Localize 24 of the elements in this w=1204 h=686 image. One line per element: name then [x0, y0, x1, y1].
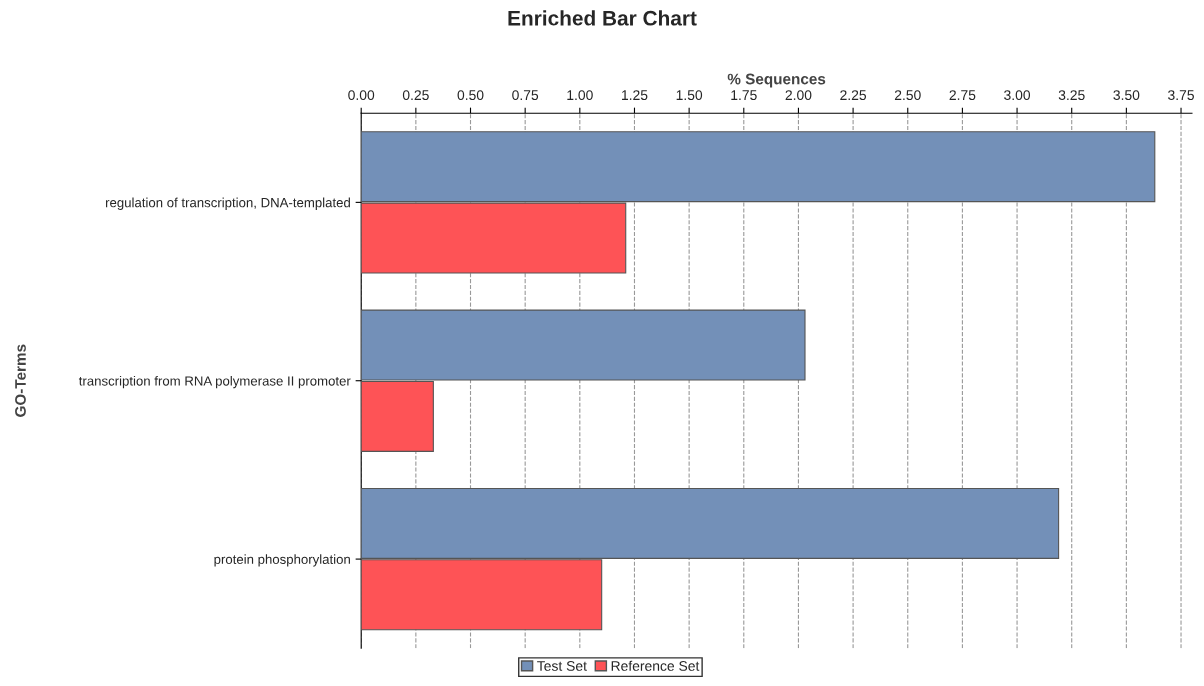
y-tick-label: regulation of transcription, DNA-templated — [105, 197, 350, 210]
x-tick-label: 2.25 — [840, 90, 867, 101]
x-tick-label: 2.75 — [949, 90, 976, 101]
x-tick-label: 3.75 — [1168, 90, 1194, 101]
x-tick-label: 0.50 — [457, 90, 484, 101]
x-tick-label: 3.00 — [1004, 90, 1031, 101]
x-tick-label: 0.75 — [512, 90, 539, 101]
x-tick-label: 2.50 — [894, 90, 921, 101]
y-tick-label: protein phosphorylation — [214, 554, 350, 567]
y-axis-title: GO-Terms — [15, 344, 26, 417]
x-axis-title: % Sequences — [727, 73, 826, 88]
legend-label: Test Set — [537, 661, 587, 671]
x-tick-label: 1.50 — [676, 90, 703, 101]
x-tick-label: 1.00 — [567, 90, 593, 101]
x-tick-label: 1.75 — [731, 90, 757, 101]
y-tick-label: transcription from RNA polymerase II promoter — [78, 375, 351, 389]
legend-label: Reference Set — [611, 660, 700, 671]
x-tick-label: 0.25 — [402, 90, 429, 101]
x-tick-label: 1.25 — [622, 90, 648, 101]
x-tick-label: 2.00 — [785, 90, 812, 101]
x-tick-label: 3.25 — [1058, 90, 1085, 101]
x-tick-label: 0.00 — [348, 90, 375, 101]
x-tick-label: 3.50 — [1113, 90, 1140, 101]
chart-title: Enriched Bar Chart — [508, 10, 697, 26]
